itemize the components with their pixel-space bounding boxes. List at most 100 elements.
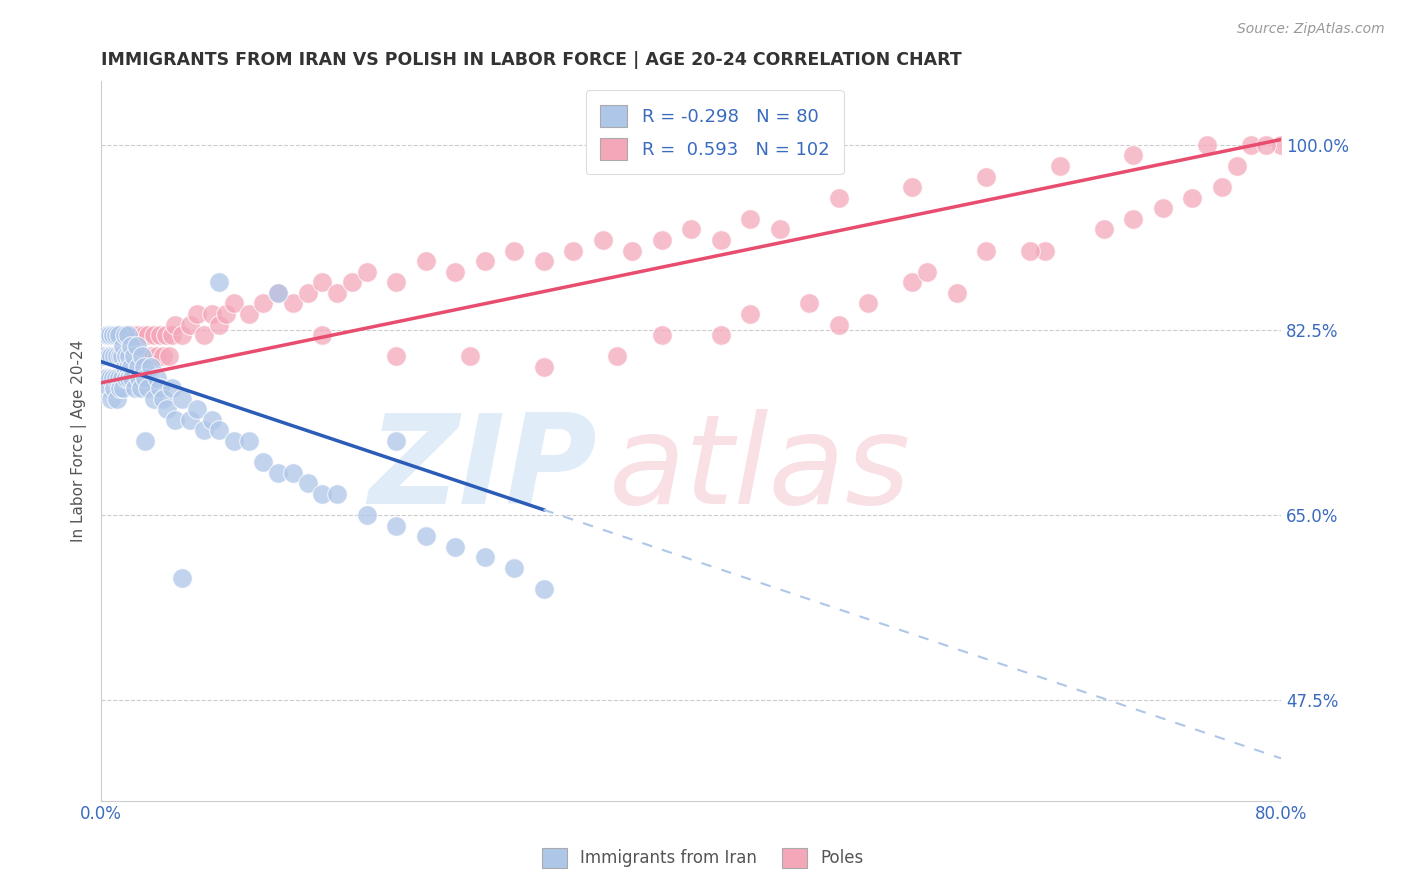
- Point: [474, 254, 496, 268]
- Point: [533, 359, 555, 374]
- Point: [110, 381, 132, 395]
- Point: [1152, 201, 1174, 215]
- Point: [385, 518, 408, 533]
- Legend: R = -0.298   N = 80, R =  0.593   N = 102: R = -0.298 N = 80, R = 0.593 N = 102: [586, 90, 844, 174]
- Point: [945, 285, 967, 300]
- Point: [768, 222, 790, 236]
- Point: [152, 350, 174, 364]
- Point: [1122, 148, 1144, 162]
- Point: [149, 328, 172, 343]
- Point: [93, 350, 115, 364]
- Point: [562, 244, 585, 258]
- Point: [105, 350, 128, 364]
- Point: [104, 328, 127, 343]
- Point: [186, 402, 208, 417]
- Point: [186, 307, 208, 321]
- Point: [208, 276, 231, 290]
- Point: [252, 296, 274, 310]
- Point: [93, 370, 115, 384]
- Point: [129, 381, 152, 395]
- Point: [128, 328, 150, 343]
- Point: [238, 434, 260, 448]
- Point: [797, 296, 820, 310]
- Point: [297, 476, 319, 491]
- Point: [149, 381, 172, 395]
- Point: [311, 276, 333, 290]
- Point: [193, 328, 215, 343]
- Point: [172, 572, 194, 586]
- Point: [155, 328, 177, 343]
- Point: [117, 328, 139, 343]
- Point: [163, 413, 186, 427]
- Point: [131, 350, 153, 364]
- Point: [114, 370, 136, 384]
- Point: [160, 328, 183, 343]
- Point: [238, 307, 260, 321]
- Point: [827, 318, 849, 332]
- Point: [267, 466, 290, 480]
- Point: [709, 328, 731, 343]
- Point: [143, 392, 166, 406]
- Point: [103, 381, 125, 395]
- Point: [474, 550, 496, 565]
- Text: Source: ZipAtlas.com: Source: ZipAtlas.com: [1237, 22, 1385, 37]
- Point: [1256, 137, 1278, 152]
- Point: [915, 265, 938, 279]
- Point: [115, 370, 138, 384]
- Point: [533, 254, 555, 268]
- Point: [172, 328, 194, 343]
- Point: [856, 296, 879, 310]
- Point: [117, 350, 139, 364]
- Point: [108, 370, 131, 384]
- Point: [444, 540, 467, 554]
- Point: [385, 276, 408, 290]
- Point: [125, 339, 148, 353]
- Point: [1226, 159, 1249, 173]
- Point: [97, 350, 120, 364]
- Point: [901, 180, 924, 194]
- Point: [101, 370, 124, 384]
- Point: [356, 508, 378, 522]
- Point: [94, 350, 117, 364]
- Point: [208, 424, 231, 438]
- Point: [97, 381, 120, 395]
- Point: [141, 350, 163, 364]
- Point: [121, 370, 143, 384]
- Point: [651, 328, 673, 343]
- Point: [163, 318, 186, 332]
- Point: [201, 307, 224, 321]
- Point: [267, 285, 290, 300]
- Point: [115, 350, 138, 364]
- Point: [356, 265, 378, 279]
- Point: [104, 370, 127, 384]
- Point: [1270, 137, 1292, 152]
- Point: [98, 370, 121, 384]
- Point: [1092, 222, 1115, 236]
- Point: [120, 359, 142, 374]
- Point: [143, 328, 166, 343]
- Point: [415, 529, 437, 543]
- Point: [201, 413, 224, 427]
- Point: [94, 370, 117, 384]
- Point: [827, 191, 849, 205]
- Point: [340, 276, 363, 290]
- Point: [112, 339, 135, 353]
- Point: [415, 254, 437, 268]
- Point: [122, 350, 145, 364]
- Point: [146, 370, 169, 384]
- Point: [1049, 159, 1071, 173]
- Point: [193, 424, 215, 438]
- Point: [385, 350, 408, 364]
- Point: [120, 328, 142, 343]
- Point: [105, 350, 128, 364]
- Point: [121, 350, 143, 364]
- Point: [100, 350, 122, 364]
- Point: [152, 392, 174, 406]
- Point: [974, 169, 997, 184]
- Point: [103, 350, 125, 364]
- Point: [444, 265, 467, 279]
- Point: [128, 370, 150, 384]
- Point: [122, 370, 145, 384]
- Point: [111, 350, 134, 364]
- Point: [281, 296, 304, 310]
